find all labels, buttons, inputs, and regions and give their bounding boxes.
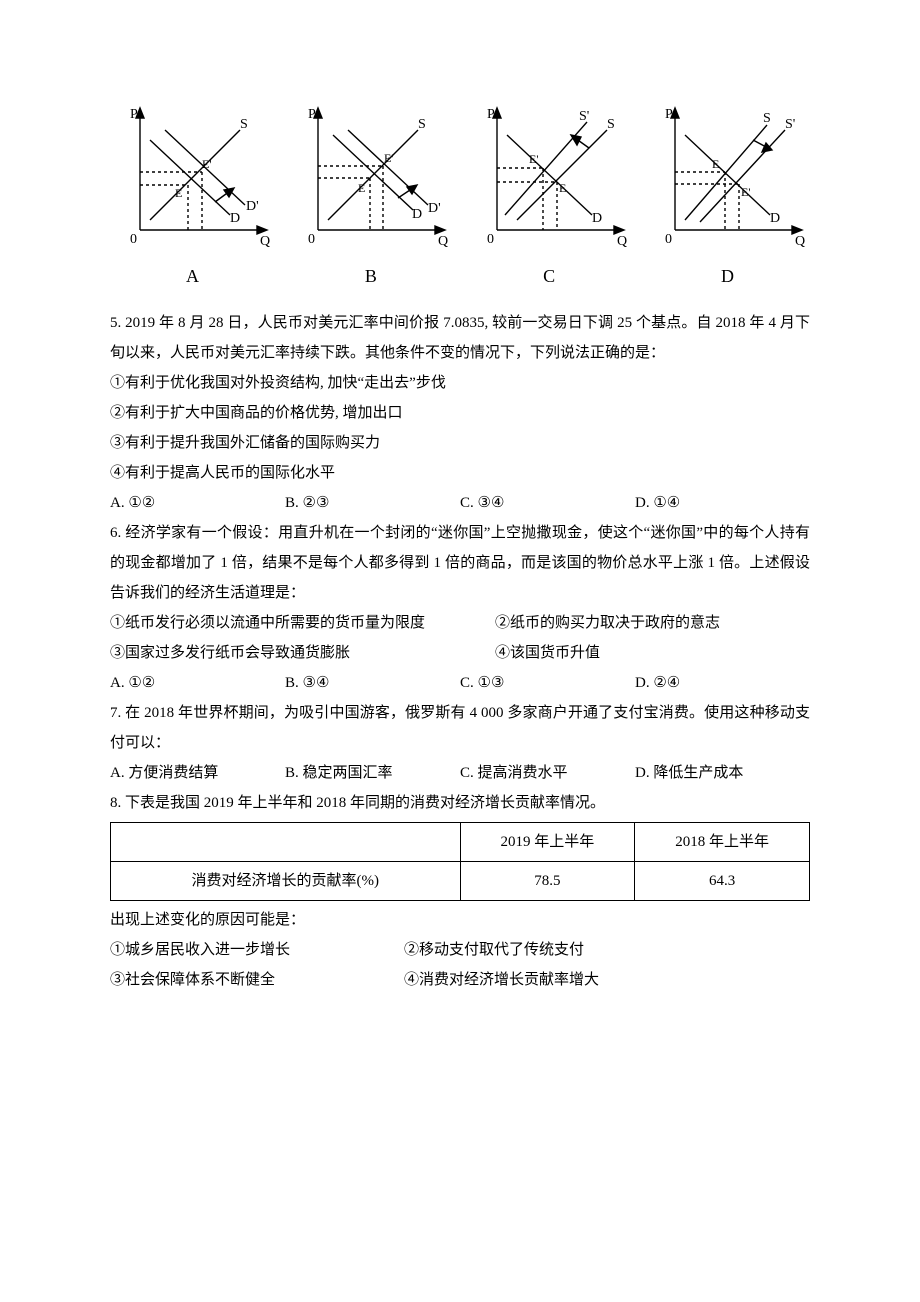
q7-stem: 7. 在 2018 年世界杯期间，为吸引中国游客，俄罗斯有 4 000 多家商户… xyxy=(110,698,810,758)
chart-label-d: D xyxy=(645,258,810,294)
q5-item-1: ①有利于优化我国对外投资结构, 加快“走出去”步伐 xyxy=(110,368,810,398)
svg-text:E': E' xyxy=(529,152,539,166)
svg-text:S': S' xyxy=(785,117,795,132)
svg-text:P: P xyxy=(308,107,316,122)
q7-options: A. 方便消费结算 B. 稳定两国汇率 C. 提高消费水平 D. 降低生产成本 xyxy=(110,758,810,788)
chart-labels: A B C D xyxy=(110,258,810,294)
q6-items-row2: ③国家过多发行纸币会导致通货膨胀 ④该国货币升值 xyxy=(110,638,810,668)
q5-option-a: A. ①② xyxy=(110,488,285,518)
svg-text:E: E xyxy=(712,157,719,171)
table-col-0 xyxy=(111,823,461,862)
table-cell-0-1: 78.5 xyxy=(460,862,635,901)
q8-after-table: 出现上述变化的原因可能是： xyxy=(110,905,810,935)
svg-text:E': E' xyxy=(202,157,212,171)
chart-label-c: C xyxy=(467,258,632,294)
q6-items-row1: ①纸币发行必须以流通中所需要的货币量为限度 ②纸币的购买力取决于政府的意志 xyxy=(110,608,810,638)
table-header-row: 2019 年上半年 2018 年上半年 xyxy=(111,823,810,862)
svg-text:P: P xyxy=(487,107,495,122)
charts-row: P Q 0 S D D' E E' xyxy=(110,100,810,250)
q6-option-c: C. ①③ xyxy=(460,668,635,698)
table-col-1: 2019 年上半年 xyxy=(460,823,635,862)
svg-text:0: 0 xyxy=(665,232,672,247)
svg-text:S: S xyxy=(763,111,771,126)
chart-label-b: B xyxy=(288,258,453,294)
svg-text:D: D xyxy=(412,207,422,222)
chart-label-a: A xyxy=(110,258,275,294)
q5-item-4: ④有利于提高人民币的国际化水平 xyxy=(110,458,810,488)
chart-c: P Q 0 S S' D E E' xyxy=(467,100,632,250)
q6-item-1: ①纸币发行必须以流通中所需要的货币量为限度 xyxy=(110,608,495,638)
q5-option-b: B. ②③ xyxy=(285,488,460,518)
q6-option-b: B. ③④ xyxy=(285,668,460,698)
q6-stem: 6. 经济学家有一个假设：用直升机在一个封闭的“迷你国”上空抛撒现金，使这个“迷… xyxy=(110,518,810,608)
q6-item-3: ③国家过多发行纸币会导致通货膨胀 xyxy=(110,638,495,668)
svg-text:E: E xyxy=(358,181,365,195)
q7-option-a: A. 方便消费结算 xyxy=(110,758,285,788)
q5-item-3: ③有利于提升我国外汇储备的国际购买力 xyxy=(110,428,810,458)
svg-text:0: 0 xyxy=(308,232,315,247)
q5-options: A. ①② B. ②③ C. ③④ D. ①④ xyxy=(110,488,810,518)
svg-text:Q: Q xyxy=(617,234,627,249)
svg-text:D': D' xyxy=(246,199,259,214)
chart-d: P Q 0 S S' D E E' xyxy=(645,100,810,250)
svg-text:S: S xyxy=(418,117,426,132)
q6-item-4: ④该国货币升值 xyxy=(495,638,810,668)
svg-text:P: P xyxy=(665,107,673,122)
svg-text:E': E' xyxy=(384,151,394,165)
chart-a: P Q 0 S D D' E E' xyxy=(110,100,275,250)
q8-table: 2019 年上半年 2018 年上半年 消费对经济增长的贡献率(%) 78.5 … xyxy=(110,822,810,901)
svg-text:S: S xyxy=(240,117,248,132)
svg-text:S: S xyxy=(607,117,615,132)
q8-item-3: ③社会保障体系不断健全 xyxy=(110,965,404,995)
svg-text:0: 0 xyxy=(130,232,137,247)
q5-option-d: D. ①④ xyxy=(635,488,810,518)
svg-text:Q: Q xyxy=(260,234,270,249)
svg-text:D: D xyxy=(770,211,780,226)
svg-text:E': E' xyxy=(741,185,751,199)
q7-option-b: B. 稳定两国汇率 xyxy=(285,758,460,788)
page-container: P Q 0 S D D' E E' xyxy=(0,0,920,1115)
q5-item-2: ②有利于扩大中国商品的价格优势, 增加出口 xyxy=(110,398,810,428)
q5-stem: 5. 2019 年 8 月 28 日，人民币对美元汇率中间价报 7.0835, … xyxy=(110,308,810,368)
q5-option-c: C. ③④ xyxy=(460,488,635,518)
chart-b: P Q 0 S D D' E E' xyxy=(288,100,453,250)
svg-text:D: D xyxy=(230,211,240,226)
table-cell-0-0: 消费对经济增长的贡献率(%) xyxy=(111,862,461,901)
svg-text:E: E xyxy=(175,186,182,200)
q7-option-c: C. 提高消费水平 xyxy=(460,758,635,788)
q8-items-row1: ①城乡居民收入进一步增长 ②移动支付取代了传统支付 xyxy=(110,935,810,965)
table-row: 消费对经济增长的贡献率(%) 78.5 64.3 xyxy=(111,862,810,901)
table-cell-0-2: 64.3 xyxy=(635,862,810,901)
svg-text:D: D xyxy=(592,211,602,226)
q8-item-4: ④消费对经济增长贡献率增大 xyxy=(404,965,810,995)
svg-text:P: P xyxy=(130,107,138,122)
q8-stem: 8. 下表是我国 2019 年上半年和 2018 年同期的消费对经济增长贡献率情… xyxy=(110,788,810,818)
svg-text:D': D' xyxy=(428,201,441,216)
svg-text:E: E xyxy=(559,181,566,195)
q6-item-2: ②纸币的购买力取决于政府的意志 xyxy=(495,608,810,638)
table-col-2: 2018 年上半年 xyxy=(635,823,810,862)
svg-text:S': S' xyxy=(579,109,589,124)
q7-option-d: D. 降低生产成本 xyxy=(635,758,810,788)
q8-item-1: ①城乡居民收入进一步增长 xyxy=(110,935,404,965)
q6-option-a: A. ①② xyxy=(110,668,285,698)
q6-options: A. ①② B. ③④ C. ①③ D. ②④ xyxy=(110,668,810,698)
svg-text:Q: Q xyxy=(438,234,448,249)
svg-text:0: 0 xyxy=(487,232,494,247)
q8-item-2: ②移动支付取代了传统支付 xyxy=(404,935,810,965)
q6-option-d: D. ②④ xyxy=(635,668,810,698)
svg-text:Q: Q xyxy=(795,234,805,249)
q8-items-row2: ③社会保障体系不断健全 ④消费对经济增长贡献率增大 xyxy=(110,965,810,995)
